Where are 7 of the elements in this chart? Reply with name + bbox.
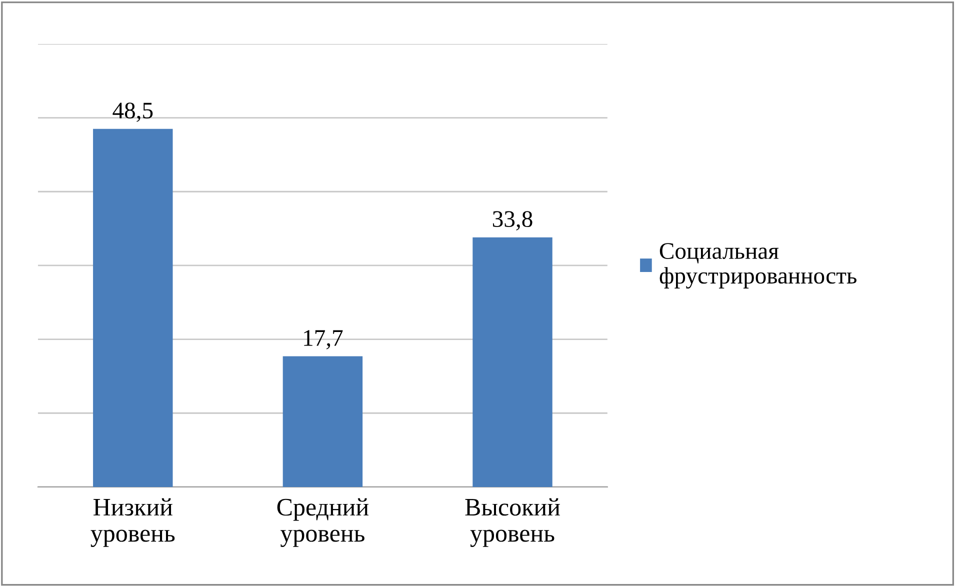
legend-label: Социальная фрустрированность [660, 243, 856, 289]
x-tick-label: Низкий уровень [90, 498, 175, 547]
data-label: 48,5 [112, 102, 153, 122]
x-tick-label: Средний уровень [277, 498, 369, 547]
data-label: 33,8 [492, 211, 532, 230]
data-label: 17,7 [304, 330, 343, 350]
x-tick-label: Высокий уровень [465, 498, 560, 547]
